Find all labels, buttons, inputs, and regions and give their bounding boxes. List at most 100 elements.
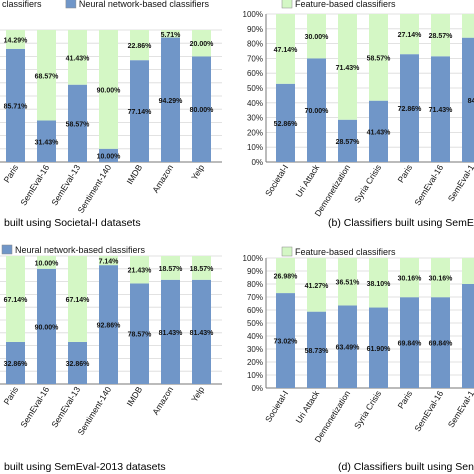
y-tick-label: 80% bbox=[247, 280, 263, 289]
data-label-neural: 80.00% bbox=[190, 107, 215, 114]
y-tick-label: 70% bbox=[247, 54, 263, 63]
legend-swatch-feature bbox=[281, 246, 293, 257]
y-tick-label: 0% bbox=[251, 384, 263, 393]
bar-feature bbox=[192, 30, 211, 57]
data-label-feature: 67.14% bbox=[4, 297, 29, 304]
data-label-neural: 10.00% bbox=[97, 153, 122, 160]
bar-feature bbox=[130, 256, 149, 284]
y-tick-label: 90% bbox=[247, 25, 263, 34]
y-tick-label: 10% bbox=[247, 371, 263, 380]
legend-entry: classifiers bbox=[2, 0, 42, 9]
bar-feature bbox=[68, 256, 87, 342]
data-label-neural: 84 bbox=[468, 98, 474, 105]
data-label-neural: 32.86% bbox=[66, 361, 91, 368]
bar-feature bbox=[307, 14, 326, 59]
data-label-feature: 41.27% bbox=[305, 283, 330, 290]
bar-neural bbox=[68, 341, 87, 384]
data-label-feature: 30.16% bbox=[398, 276, 423, 283]
data-label-neural: 78.57% bbox=[128, 332, 153, 339]
data-label-neural: 41.43% bbox=[367, 129, 392, 136]
bar-neural bbox=[400, 297, 419, 388]
bar-feature bbox=[68, 30, 87, 85]
bar-neural bbox=[431, 56, 450, 162]
bar-feature bbox=[6, 30, 25, 49]
data-label-neural: 63.49% bbox=[336, 345, 361, 352]
bar-neural bbox=[130, 283, 149, 384]
bar-neural bbox=[431, 297, 450, 388]
y-tick-label: 100% bbox=[243, 254, 263, 263]
x-tick-label: Syria Crisis bbox=[352, 389, 383, 431]
bar-neural bbox=[130, 60, 149, 162]
bar-neural bbox=[192, 56, 211, 162]
data-label-feature: 67.14% bbox=[66, 297, 91, 304]
bar-feature bbox=[161, 30, 180, 38]
x-tick-label: Paris bbox=[1, 385, 20, 407]
y-tick-label: 30% bbox=[247, 114, 263, 123]
y-tick-label: 80% bbox=[247, 40, 263, 49]
x-tick-label: Paris bbox=[395, 163, 414, 185]
x-tick-label: SemEval-16 bbox=[412, 163, 445, 208]
data-label-neural: 85.71% bbox=[4, 103, 29, 110]
bar-neural bbox=[462, 37, 474, 162]
y-tick-label: 90% bbox=[247, 267, 263, 276]
x-tick-label: Yelp bbox=[189, 163, 206, 182]
x-tick-label: Amazon bbox=[150, 163, 175, 195]
x-tick-label: SemEval-16 bbox=[18, 163, 51, 208]
y-tick-label: 30% bbox=[247, 345, 263, 354]
x-tick-label: Amazon bbox=[150, 385, 175, 417]
bar-feature bbox=[130, 30, 149, 61]
data-label-neural: 92.86% bbox=[97, 323, 122, 330]
chart-panel-a: 85.71% 14.29% Paris 31.43% 68.57% SemEval-16 5… bbox=[0, 0, 222, 229]
bar-neural bbox=[161, 279, 180, 384]
data-label-feature: 18.57% bbox=[159, 266, 184, 273]
bar-neural bbox=[338, 305, 357, 388]
x-tick-label: Societal-I bbox=[263, 389, 290, 424]
data-label-feature: 90.00% bbox=[97, 87, 122, 94]
x-tick-label: SemEval-13 bbox=[49, 385, 82, 430]
x-tick-label: Sentiment-140 bbox=[75, 385, 113, 437]
bar-neural bbox=[369, 307, 388, 388]
data-label-neural: 28.57% bbox=[336, 139, 361, 146]
data-label-neural: 70.00% bbox=[305, 108, 330, 115]
data-label-feature: 27.14% bbox=[398, 32, 423, 39]
data-label-neural: 69.84% bbox=[429, 341, 454, 348]
data-label-neural: 81.43% bbox=[159, 330, 184, 337]
data-label-feature: 30.00% bbox=[305, 34, 330, 41]
x-tick-label: SemEval-1 bbox=[446, 163, 474, 204]
x-tick-label: Uri Attack bbox=[293, 388, 321, 425]
chart-panel-d: 0% 10% 20% 30% 40% 50% 60% 70% 80% 90% 100% 73.02% 2… bbox=[243, 246, 474, 473]
legend-swatch-neural bbox=[1, 244, 13, 255]
bar-feature bbox=[276, 258, 295, 294]
data-label-feature: 68.57% bbox=[35, 73, 60, 80]
bar-feature bbox=[431, 258, 450, 298]
bar-feature bbox=[462, 258, 474, 284]
chart-panel-c: 32.86% 67.14% Paris 90.00% 10.00% SemEval-16 3… bbox=[0, 244, 222, 473]
x-tick-label: SemEval-13 bbox=[49, 163, 82, 208]
data-label-feature: 7.14% bbox=[99, 259, 120, 266]
data-label-neural: 58.73% bbox=[305, 348, 330, 355]
bar-feature bbox=[431, 14, 450, 57]
x-tick-label: IMDB bbox=[124, 384, 144, 408]
legend-swatch-neural bbox=[65, 0, 77, 9]
data-label-neural: 52.86% bbox=[274, 121, 299, 128]
y-tick-label: 20% bbox=[247, 358, 263, 367]
x-tick-label: SemEval-1 bbox=[446, 389, 474, 430]
bar-feature bbox=[99, 30, 118, 149]
bar-neural bbox=[68, 84, 87, 162]
bar-feature bbox=[6, 256, 25, 342]
x-tick-label: SemEval-16 bbox=[412, 389, 445, 434]
bar-feature bbox=[161, 256, 180, 280]
bar-feature bbox=[192, 256, 211, 280]
data-label-feature: 26.98% bbox=[274, 274, 299, 281]
data-label-feature: 20.00% bbox=[190, 41, 215, 48]
bar-feature bbox=[462, 14, 474, 38]
data-label-neural: 77.14% bbox=[128, 109, 153, 116]
data-label-neural: 81.43% bbox=[190, 330, 215, 337]
data-label-neural: 69.84% bbox=[398, 341, 423, 348]
chart-caption: built using Societal-I datasets bbox=[4, 217, 141, 229]
y-tick-label: 60% bbox=[247, 306, 263, 315]
chart-caption: built using SemEval-2013 datasets bbox=[4, 461, 166, 473]
y-tick-label: 60% bbox=[247, 69, 263, 78]
bar-feature bbox=[400, 258, 419, 298]
